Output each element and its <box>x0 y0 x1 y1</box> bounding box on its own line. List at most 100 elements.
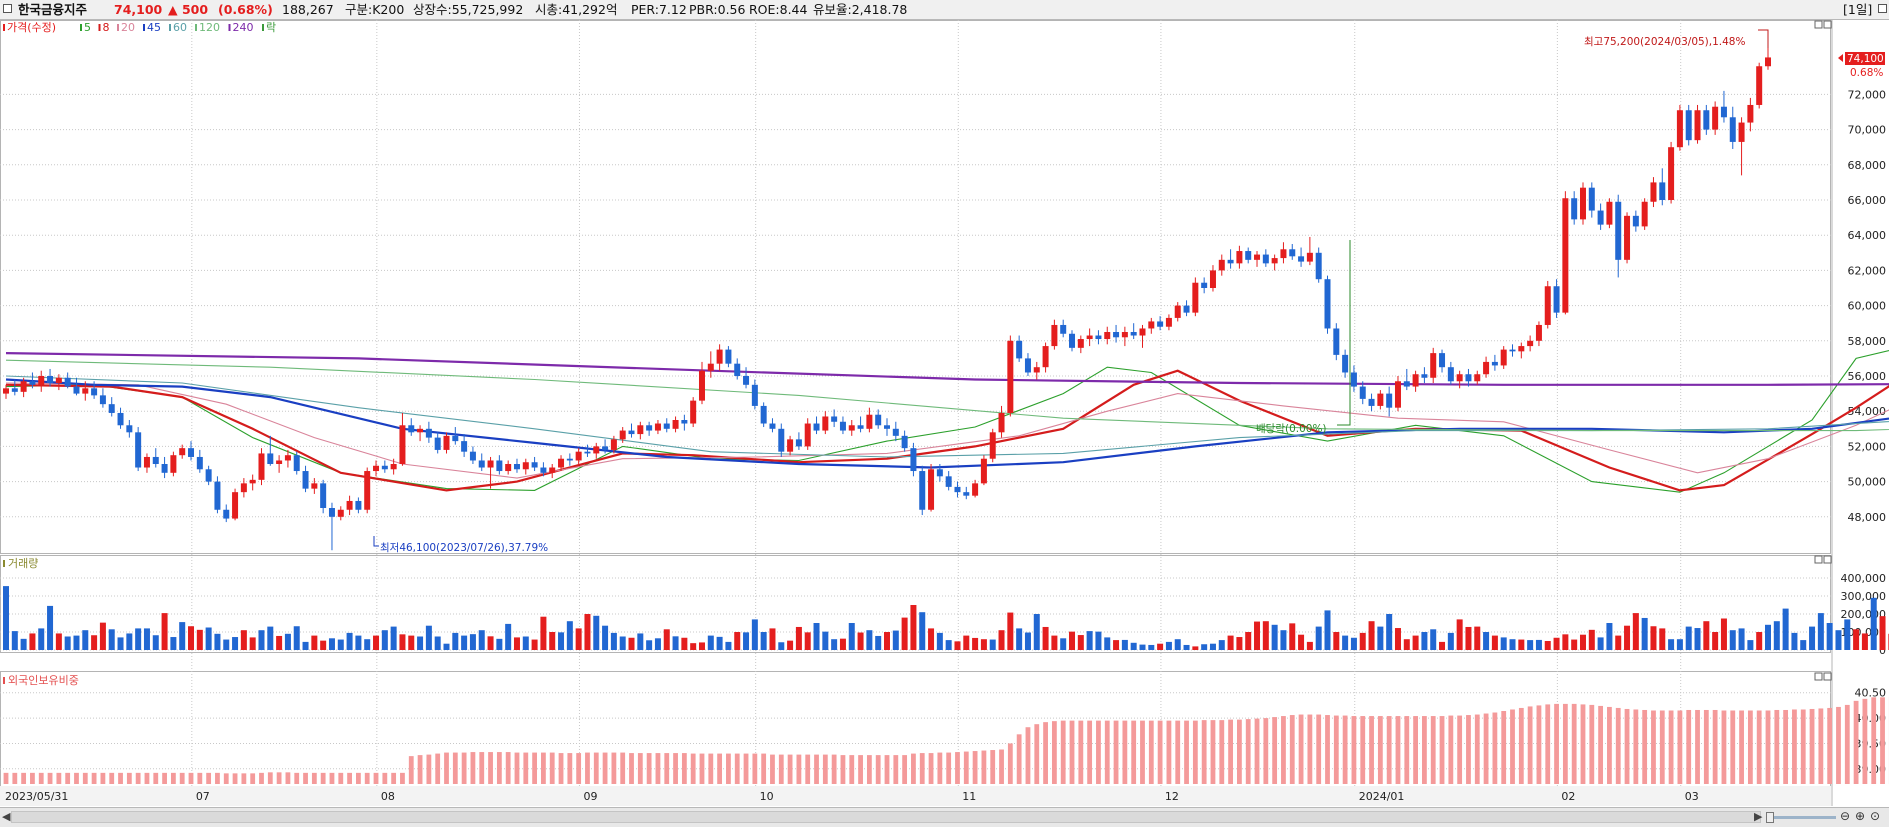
zoom-reset-icon[interactable]: ⊙ <box>1870 809 1880 823</box>
foreign-ratio-bar <box>189 773 194 784</box>
volume-bar <box>470 634 476 650</box>
zoom-in-icon[interactable]: ⊕ <box>1855 809 1865 823</box>
price-y-tick-label: 50,000 <box>1848 476 1887 489</box>
scroll-right-icon[interactable]: ▶ <box>1754 810 1762 823</box>
volume-bar <box>1386 614 1392 650</box>
foreign-ratio-bar <box>1448 716 1453 784</box>
candle-body <box>311 483 317 488</box>
candle-body <box>893 429 899 436</box>
candle-body <box>12 388 18 392</box>
volume-bar <box>1448 633 1454 650</box>
volume-bar <box>584 614 590 650</box>
period-selector[interactable]: [1일] <box>1843 0 1872 19</box>
candle-body <box>928 469 934 509</box>
volume-maximize-icon[interactable] <box>1815 556 1822 563</box>
foreign-ratio-bar <box>1757 710 1762 784</box>
stock-name[interactable]: 한국금융지주 <box>18 0 87 19</box>
legend-price-label: 가격(수정) <box>7 21 56 34</box>
candle-body <box>875 415 881 426</box>
foreign-maximize-icon[interactable] <box>1815 673 1822 680</box>
price-panel-controls[interactable] <box>1815 21 1831 28</box>
volume-bar <box>1113 640 1119 650</box>
candle-body <box>1695 110 1701 140</box>
zoom-slider-handle[interactable] <box>1766 812 1774 823</box>
foreign-ratio-bar <box>1193 721 1198 784</box>
zoom-out-icon[interactable]: ⊖ <box>1840 809 1850 823</box>
per-value: PER:7.12 <box>631 0 687 19</box>
foreign-ratio-bar <box>250 773 255 784</box>
candle-body <box>637 425 643 434</box>
foreign-ratio-bar <box>1272 717 1277 784</box>
foreign-legend: 외국인보유비중 <box>3 674 79 687</box>
legend-ma-label: 240 <box>233 21 254 34</box>
volume-bar <box>1818 613 1824 650</box>
foreign-ratio-bar <box>876 755 881 784</box>
candle-body <box>1633 216 1639 227</box>
price-y-tick-label: 48,000 <box>1848 511 1887 524</box>
candle-body <box>1087 336 1093 340</box>
candle-body <box>664 424 670 429</box>
scroll-left-icon[interactable]: ◀ <box>2 810 10 823</box>
foreign-ratio-bar <box>611 753 616 784</box>
foreign-ratio-bar <box>1290 715 1295 784</box>
foreign-ratio-bar <box>400 773 405 784</box>
foreign-close-icon[interactable] <box>1824 673 1831 680</box>
foreign-ratio-bar <box>638 753 643 784</box>
foreign-ratio-bar <box>1352 716 1357 784</box>
volume-bar <box>399 634 405 650</box>
candle-body <box>1131 332 1137 336</box>
volume-bar <box>179 622 185 650</box>
candle-body <box>1562 198 1568 312</box>
foreign-ratio-bar <box>435 754 440 784</box>
zoom-slider-track[interactable] <box>1770 816 1836 819</box>
volume-bar <box>65 637 71 651</box>
candle-body <box>1554 286 1560 312</box>
scroll-thumb[interactable] <box>11 811 1761 823</box>
volume-bar <box>1034 614 1040 650</box>
candle-body <box>910 448 916 471</box>
candle-body <box>954 487 960 492</box>
foreign-ratio-bar <box>1387 716 1392 784</box>
foreign-ratio-bar <box>479 752 484 784</box>
candle-body <box>1007 341 1013 413</box>
volume-panel-controls[interactable] <box>1815 556 1831 563</box>
foreign-panel-controls[interactable] <box>1815 673 1831 680</box>
foreign-ratio-bar <box>48 773 53 784</box>
foreign-ratio-bar <box>1492 713 1497 784</box>
foreign-ratio-bar <box>814 755 819 784</box>
chart-close-icon[interactable] <box>1878 4 1887 13</box>
volume-bar <box>514 637 520 650</box>
volume-bar <box>488 636 494 650</box>
low-annotation-leader <box>374 536 379 546</box>
volume-bar <box>1351 638 1357 650</box>
foreign-ratio-bar <box>180 773 185 784</box>
candle-body <box>1465 374 1471 381</box>
candle-body <box>1606 202 1612 225</box>
foreign-ratio-bar <box>1625 709 1630 784</box>
price-candles <box>3 38 1771 550</box>
foreign-ratio-bar <box>744 754 749 784</box>
candle-body <box>250 480 256 484</box>
foreign-ratio-bar <box>418 755 423 784</box>
volume-bar <box>1289 623 1295 650</box>
volume-bar <box>1545 641 1551 650</box>
candle-body <box>673 420 679 429</box>
foreign-ratio-bar <box>21 773 26 784</box>
panel-maximize-icon[interactable] <box>1815 21 1822 28</box>
window-menu-icon[interactable] <box>3 4 12 13</box>
foreign-ratio-bar <box>955 752 960 784</box>
panel-close-icon[interactable] <box>1824 21 1831 28</box>
volume-bar <box>188 626 194 650</box>
candle-body <box>1228 260 1234 264</box>
foreign-ratio-bar <box>1766 710 1771 784</box>
candle-body <box>1545 286 1551 325</box>
volume-close-icon[interactable] <box>1824 556 1831 563</box>
foreign-ratio-bar <box>1184 721 1189 784</box>
foreign-ratio-bar <box>1281 716 1286 784</box>
chart-scrollbar[interactable]: ◀ ▶ ⊖ ⊕ ⊙ <box>0 807 1889 827</box>
foreign-ratio-bar <box>1255 719 1260 784</box>
candle-body <box>902 436 908 448</box>
price-y-tick-label: 58,000 <box>1848 335 1887 348</box>
volume-bar <box>1853 629 1859 650</box>
